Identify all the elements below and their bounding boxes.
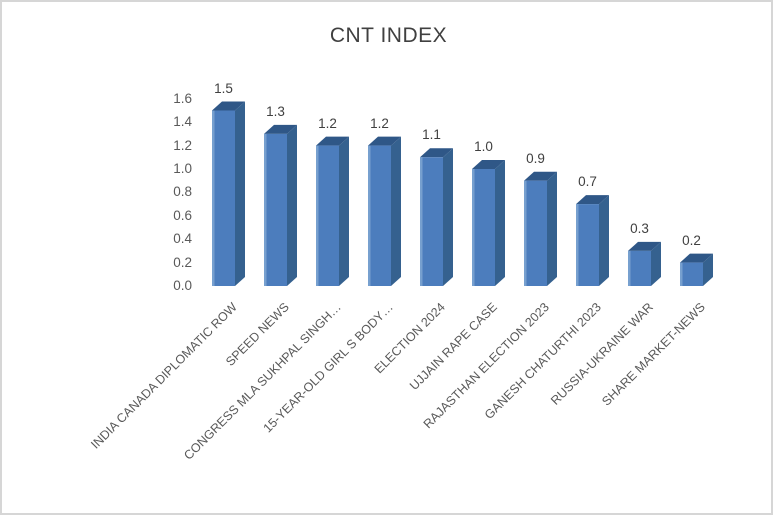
bar-value-label: 0.2	[682, 232, 701, 248]
bar-value-label: 1.2	[318, 115, 337, 131]
bar-top-face	[680, 253, 713, 263]
bar-side-face	[547, 171, 557, 286]
bar-side-face	[651, 241, 661, 286]
bar-highlight	[628, 250, 631, 286]
bar-highlight	[524, 180, 527, 286]
bar-value-label: 1.3	[266, 103, 285, 119]
bar-value-label: 1.5	[214, 80, 233, 96]
y-tick-label: 1.6	[173, 90, 192, 106]
bar-top-face	[264, 124, 297, 134]
bar-value-label: 0.3	[630, 220, 649, 236]
bar	[680, 262, 703, 286]
bar	[576, 204, 599, 286]
bar-highlight	[316, 145, 319, 286]
bar-side-face	[495, 160, 505, 286]
y-tick-label: 0.0	[173, 278, 192, 293]
bar-value-label: 1.0	[474, 139, 493, 154]
bar-side-face	[599, 195, 609, 286]
y-tick-label: 1.2	[173, 137, 192, 153]
bar-top-face	[524, 171, 557, 181]
bar-top-face	[368, 136, 401, 146]
bar-side-face	[703, 253, 713, 286]
bar-side-face	[287, 124, 297, 287]
y-tick-label: 1.0	[173, 161, 192, 176]
bar-highlight	[680, 262, 683, 286]
bar	[524, 180, 547, 286]
bar-value-label: 0.9	[526, 150, 545, 166]
bar-top-face	[628, 241, 661, 251]
bar	[368, 145, 391, 286]
y-tick-label: 0.2	[173, 254, 192, 270]
bar-highlight	[264, 133, 267, 286]
chart-title: CNT INDEX	[329, 24, 448, 47]
y-tick-label: 0.8	[173, 184, 192, 200]
y-tick-label: 0.4	[173, 231, 192, 247]
bar-top-face	[212, 101, 245, 111]
bar-value-label: 0.7	[578, 174, 597, 190]
bar	[316, 145, 339, 286]
bar-side-face	[391, 136, 401, 286]
y-tick-label: 1.4	[173, 114, 192, 130]
bar-highlight	[212, 110, 215, 286]
bar-highlight	[472, 169, 475, 286]
y-tick-label: 0.6	[173, 207, 192, 223]
bar-side-face	[443, 148, 453, 286]
bar-side-face	[235, 101, 245, 286]
bar-top-face	[576, 195, 609, 205]
bar	[472, 169, 495, 286]
bar-highlight	[420, 157, 423, 286]
bar-value-label: 1.2	[370, 115, 389, 131]
bar-top-face	[420, 148, 453, 158]
bar	[628, 250, 651, 286]
bar	[420, 157, 443, 286]
bar	[212, 110, 235, 286]
bar-value-label: 1.1	[422, 127, 441, 143]
bar-highlight	[368, 145, 371, 286]
bar	[264, 133, 287, 286]
bar-highlight	[576, 204, 579, 286]
bar-top-face	[316, 136, 349, 146]
bar-side-face	[339, 136, 349, 286]
bar-top-face	[472, 160, 505, 169]
